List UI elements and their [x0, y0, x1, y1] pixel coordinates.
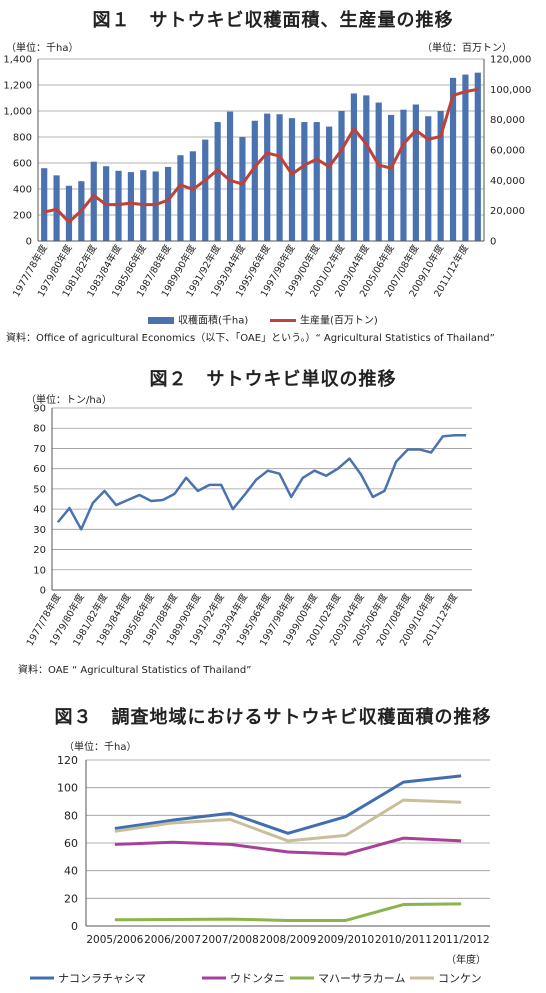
- x-tick-label: 2006/2007: [144, 934, 201, 946]
- bar: [462, 74, 469, 241]
- bar: [152, 171, 159, 241]
- fig1-left-unit: （単位：千ha）: [6, 43, 79, 54]
- y-tick-label: 70: [33, 444, 46, 455]
- y2-tick-label: 120,000: [490, 55, 531, 66]
- y2-tick-label: 100,000: [490, 85, 531, 96]
- y2-tick-label: 60,000: [490, 146, 525, 157]
- series-line: [56, 434, 467, 531]
- fig1-chart: 0 200 400 600 800 1,000 1,200 1,400 0 20,000 40,00…: [3, 55, 531, 327]
- y-tick-label: 80: [64, 809, 78, 822]
- y-tick-label: 40: [33, 505, 46, 516]
- bar: [276, 114, 283, 241]
- y-tick-label: 1,400: [3, 55, 32, 66]
- y-tick-label: 600: [13, 159, 32, 170]
- x-tick-label: 2008/2009: [260, 934, 317, 946]
- x-tick-label: 2009/2010: [317, 934, 374, 946]
- fig3-unit: （単位：千ha）: [64, 742, 137, 753]
- bar: [251, 120, 258, 241]
- bar: [338, 111, 345, 241]
- series-line: [43, 87, 479, 224]
- fig2-chart: 01020304050607080901977/78年度1979/80年度198…: [24, 404, 472, 648]
- bar: [41, 168, 48, 241]
- legend-swatch-bar: [148, 317, 174, 324]
- series-line: [114, 798, 462, 843]
- bar: [425, 116, 432, 241]
- bar: [226, 111, 234, 242]
- y-tick-label: 100: [57, 782, 78, 795]
- y-tick-label: 120: [57, 754, 78, 767]
- bar: [177, 155, 184, 241]
- y-tick-label: 400: [13, 185, 32, 196]
- bar: [474, 72, 481, 242]
- bar: [375, 102, 382, 241]
- y-tick-label: 800: [13, 133, 32, 144]
- legend-label: 生産量(百万トン): [300, 314, 378, 327]
- y-tick-label: 60: [33, 464, 46, 475]
- bar: [202, 139, 209, 241]
- fig2-unit: （単位：トン/ha）: [26, 395, 112, 406]
- y-tick-label: 1,200: [3, 81, 32, 92]
- x-tick-label: 2011/2012: [433, 934, 490, 946]
- bar: [313, 122, 320, 241]
- y-tick-label: 50: [33, 484, 46, 495]
- y-tick-label: 20: [64, 892, 78, 905]
- legend-label: マハーサラカーム: [318, 972, 405, 985]
- series-line: [114, 836, 462, 856]
- series-line: [114, 774, 462, 835]
- y2-tick-label: 20,000: [490, 206, 525, 217]
- bar: [449, 77, 457, 241]
- bar: [437, 111, 444, 241]
- bar: [363, 95, 370, 242]
- bar: [90, 161, 97, 241]
- y-tick-label: 0: [26, 237, 32, 248]
- y-tick-label: 1,000: [3, 107, 32, 118]
- fig2-source: 資料：OAE “ Agricultural Statistics of Thai…: [18, 665, 252, 676]
- y-tick-label: 60: [64, 837, 78, 850]
- bar: [412, 104, 419, 241]
- bar: [350, 93, 358, 241]
- fig3-xlabel: （年度）: [446, 955, 486, 966]
- y-tick-label: 0: [40, 586, 46, 597]
- series-line: [114, 902, 462, 922]
- bar: [239, 137, 246, 241]
- y2-tick-label: 80,000: [490, 115, 525, 126]
- y-tick-label: 80: [33, 424, 46, 435]
- bar: [264, 113, 271, 241]
- legend-label: ウドンタニ: [230, 972, 285, 985]
- fig1-source: 資料：Office of agricultural Economics（以下、「…: [6, 333, 495, 344]
- bar: [288, 118, 296, 241]
- bar: [189, 151, 196, 241]
- x-tick-label: 2005/2006: [86, 934, 143, 946]
- y2-tick-label: 40,000: [490, 176, 525, 187]
- bar: [164, 166, 172, 241]
- fig1-title: 図１ サトウキビ収穫面積、生産量の推移: [92, 10, 454, 31]
- y-tick-label: 40: [64, 865, 78, 878]
- x-tick-label: 2010/2011: [375, 934, 432, 946]
- bar: [326, 126, 333, 241]
- fig1-right-unit: （単位：百万トン）: [422, 43, 512, 54]
- y-tick-label: 30: [33, 525, 46, 536]
- y-tick-label: 200: [13, 211, 32, 222]
- x-tick-label: 2007/2008: [202, 934, 259, 946]
- legend-label: 収穫面積(千ha): [178, 314, 248, 327]
- y-tick-label: 0: [71, 920, 78, 933]
- bar: [214, 122, 221, 241]
- legend-label: コンケン: [438, 972, 482, 985]
- fig3-title: 図３ 調査地域におけるサトウキビ収穫面積の推移: [54, 707, 492, 728]
- bar: [400, 109, 407, 241]
- bar: [301, 122, 308, 241]
- fig2-title: 図２ サトウキビ単収の推移: [149, 369, 397, 390]
- y-tick-label: 10: [33, 565, 46, 576]
- bar: [65, 185, 73, 241]
- legend-label: ナコンラチャシマ: [58, 972, 146, 985]
- y-tick-label: 90: [33, 404, 46, 415]
- bar: [127, 172, 135, 241]
- bar: [387, 114, 395, 241]
- y-tick-label: 20: [33, 545, 46, 556]
- y2-tick-label: 0: [490, 237, 496, 248]
